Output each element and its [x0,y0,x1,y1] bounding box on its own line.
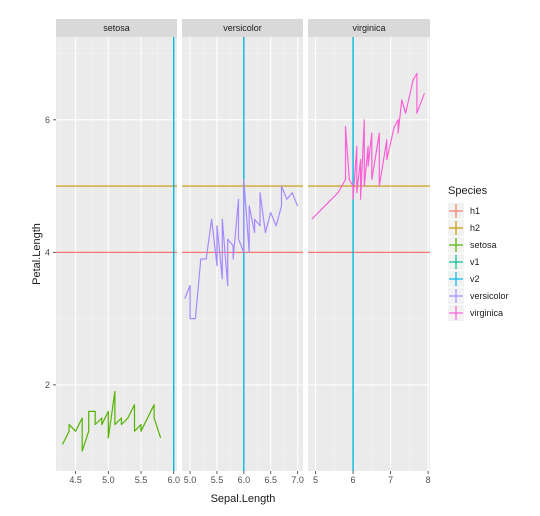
legend-item-virginica: virginica [448,305,503,321]
x-tick-label: 4.5 [69,475,82,485]
legend-label: h2 [470,223,480,233]
x-tick-label: 6.5 [264,475,277,485]
x-tick-label: 6.0 [238,475,251,485]
strip-background [308,19,430,37]
panel-background [308,37,430,471]
panels-layer: setosa 4.5 5.0 5.5 6.0 versicolor 5.0 5.5 6.0 6.5… [56,19,431,485]
legend: Species h1 h2 setosa v1 v2 versicolor virginic… [448,185,509,321]
x-tick-label: 6.0 [167,475,180,485]
x-tick-label: 5.5 [211,475,224,485]
legend-item-h1: h1 [448,203,480,219]
x-tick-label: 5 [313,475,318,485]
strip-label: versicolor [223,23,262,33]
x-tick-label: 5.0 [102,475,115,485]
y-tick-label: 6 [45,115,50,125]
x-tick-label: 7 [388,475,393,485]
x-tick-label: 6 [351,475,356,485]
series-line-virginica [311,72,425,220]
panel-versicolor: versicolor 5.0 5.5 6.0 6.5 7.0 [182,19,304,485]
legend-item-v1: v1 [448,254,480,270]
y-tick-label: 4 [45,247,50,257]
x-tick-label: 7.0 [291,475,304,485]
panel-background [182,37,303,471]
series-line-setosa [61,390,162,452]
legend-label: h1 [470,206,480,216]
legend-label: v2 [470,274,480,284]
legend-item-setosa: setosa [448,237,497,253]
x-axis-title: Sepal.Length [211,493,276,505]
legend-item-h2: h2 [448,220,480,236]
legend-label: v1 [470,257,480,267]
y-axis: 2 4 6 [45,115,56,390]
panel-virginica: virginica 5 6 7 8 [308,19,431,485]
legend-title: Species [448,185,488,197]
strip-background [56,19,177,37]
panel-background [56,37,177,471]
y-tick-label: 2 [45,380,50,390]
y-axis-title: Petal.Length [31,223,43,285]
series-line-versicolor [184,178,299,320]
strip-label: setosa [103,23,130,33]
legend-label: virginica [470,308,503,318]
legend-label: setosa [470,240,497,250]
x-tick-label: 5.5 [135,475,148,485]
strip-background [182,19,303,37]
panel-setosa: setosa 4.5 5.0 5.5 6.0 [56,19,180,485]
strip-label: virginica [352,23,385,33]
legend-item-versicolor: versicolor [448,288,509,304]
legend-label: versicolor [470,291,509,301]
x-tick-label: 8 [426,475,431,485]
legend-items: h1 h2 setosa v1 v2 versicolor virginica [448,203,509,321]
x-tick-label: 5.0 [184,475,197,485]
legend-item-v2: v2 [448,271,480,287]
